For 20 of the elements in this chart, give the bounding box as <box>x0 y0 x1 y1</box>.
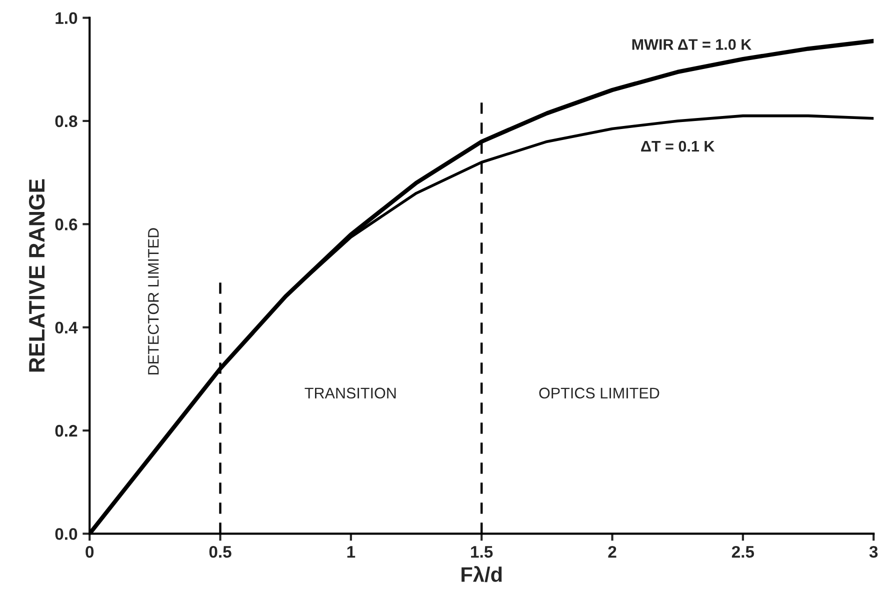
y-tick-label: 0.0 <box>55 528 78 540</box>
x-tick-label: 3 <box>869 546 878 558</box>
annotation: OPTICS LIMITED <box>539 388 660 399</box>
series-label: ΔT = 0.1 K <box>641 140 715 152</box>
x-tick-label: 0 <box>86 546 94 558</box>
x-tick-label: 2 <box>608 546 616 558</box>
annotation: TRANSITION <box>304 388 396 399</box>
x-tick-label: 1.5 <box>471 546 493 558</box>
y-tick-label: 0.4 <box>55 322 78 334</box>
x-tick-label: 1 <box>347 546 356 558</box>
y-tick-label: 0.8 <box>55 115 78 128</box>
y-axis-title: RELATIVE RANGE <box>28 179 45 372</box>
x-tick-label: 0.5 <box>209 546 232 558</box>
x-tick-label: 2.5 <box>732 546 754 558</box>
series-label: MWIR ΔT = 1.0 K <box>632 39 752 50</box>
x-axis-title: Fλ/d <box>462 566 502 582</box>
y-tick-label: 0.6 <box>55 218 78 230</box>
y-tick-label: 1.0 <box>56 12 78 24</box>
y-tick-label: 0.2 <box>55 424 78 437</box>
annotation: DETECTOR LIMITED <box>148 228 159 374</box>
